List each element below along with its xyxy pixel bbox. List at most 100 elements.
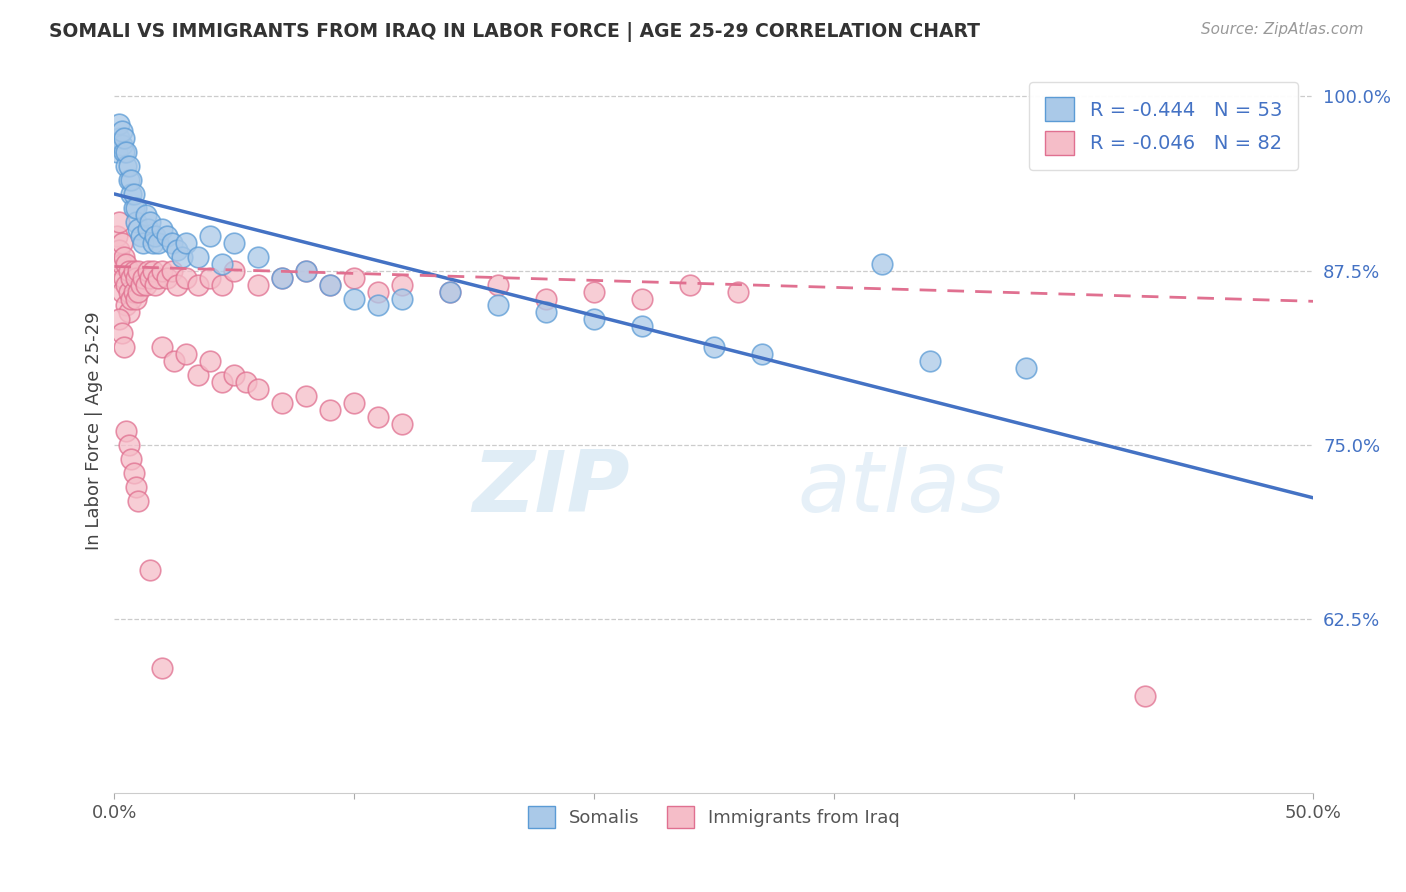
Point [870, 257, 893, 271]
Point [271, 270, 294, 285]
Point [115, 298, 138, 312]
Point [271, 270, 294, 285]
Point [187, 368, 209, 383]
Point [120, 451, 142, 466]
Point [115, 277, 138, 292]
Point [211, 257, 233, 271]
Point [110, 257, 132, 271]
Point [150, 222, 173, 236]
Point [367, 409, 389, 424]
Point [235, 375, 257, 389]
Point [120, 186, 142, 201]
Point [187, 250, 209, 264]
Point [534, 292, 557, 306]
Point [295, 389, 318, 403]
Point [135, 208, 157, 222]
Point [132, 235, 155, 250]
Point [391, 292, 413, 306]
Point [224, 368, 246, 383]
Point [150, 340, 173, 354]
Text: ZIP: ZIP [472, 448, 630, 531]
Point [211, 375, 233, 389]
Point [703, 340, 725, 354]
Point [110, 326, 132, 341]
Point [118, 285, 141, 299]
Point [176, 347, 198, 361]
Point [150, 263, 173, 277]
Point [108, 131, 131, 145]
Point [122, 201, 145, 215]
Point [143, 228, 166, 243]
Point [247, 250, 270, 264]
Point [120, 292, 142, 306]
Point [631, 292, 654, 306]
Point [122, 186, 145, 201]
Point [112, 145, 135, 160]
Point [146, 235, 169, 250]
Point [110, 138, 132, 153]
Point [142, 263, 165, 277]
Point [110, 285, 132, 299]
Point [343, 292, 366, 306]
Point [271, 396, 294, 410]
Point [118, 173, 141, 187]
Point [129, 228, 152, 243]
Point [125, 270, 148, 285]
Point [105, 257, 128, 271]
Point [108, 270, 131, 285]
Point [343, 270, 366, 285]
Point [156, 228, 179, 243]
Text: Source: ZipAtlas.com: Source: ZipAtlas.com [1201, 22, 1364, 37]
Point [122, 285, 145, 299]
Point [115, 159, 138, 173]
Point [125, 292, 148, 306]
Point [727, 285, 749, 299]
Point [112, 250, 135, 264]
Point [367, 285, 389, 299]
Point [118, 438, 141, 452]
Point [200, 354, 222, 368]
Point [143, 277, 166, 292]
Point [120, 270, 142, 285]
Point [105, 228, 128, 243]
Point [142, 235, 165, 250]
Point [108, 117, 131, 131]
Text: atlas: atlas [797, 448, 1005, 531]
Y-axis label: In Labor Force | Age 25-29: In Labor Force | Age 25-29 [86, 311, 103, 550]
Point [108, 243, 131, 257]
Point [534, 305, 557, 319]
Point [160, 263, 183, 277]
Point [122, 466, 145, 480]
Point [187, 277, 209, 292]
Point [125, 201, 148, 215]
Point [439, 285, 461, 299]
Point [486, 298, 509, 312]
Point [136, 222, 159, 236]
Point [319, 403, 342, 417]
Point [127, 285, 149, 299]
Point [391, 417, 413, 431]
Point [112, 131, 135, 145]
Point [127, 493, 149, 508]
Point [631, 319, 654, 334]
Point [105, 145, 128, 160]
Point [125, 215, 148, 229]
Point [211, 277, 233, 292]
Point [160, 235, 183, 250]
Point [108, 312, 131, 326]
Point [295, 263, 318, 277]
Point [200, 270, 222, 285]
Point [156, 270, 179, 285]
Point [139, 563, 162, 577]
Point [1014, 361, 1036, 376]
Point [110, 235, 132, 250]
Point [343, 396, 366, 410]
Point [108, 215, 131, 229]
Point [224, 235, 246, 250]
Point [146, 270, 169, 285]
Point [166, 277, 188, 292]
Point [582, 285, 605, 299]
Point [439, 285, 461, 299]
Point [112, 340, 135, 354]
Point [751, 347, 773, 361]
